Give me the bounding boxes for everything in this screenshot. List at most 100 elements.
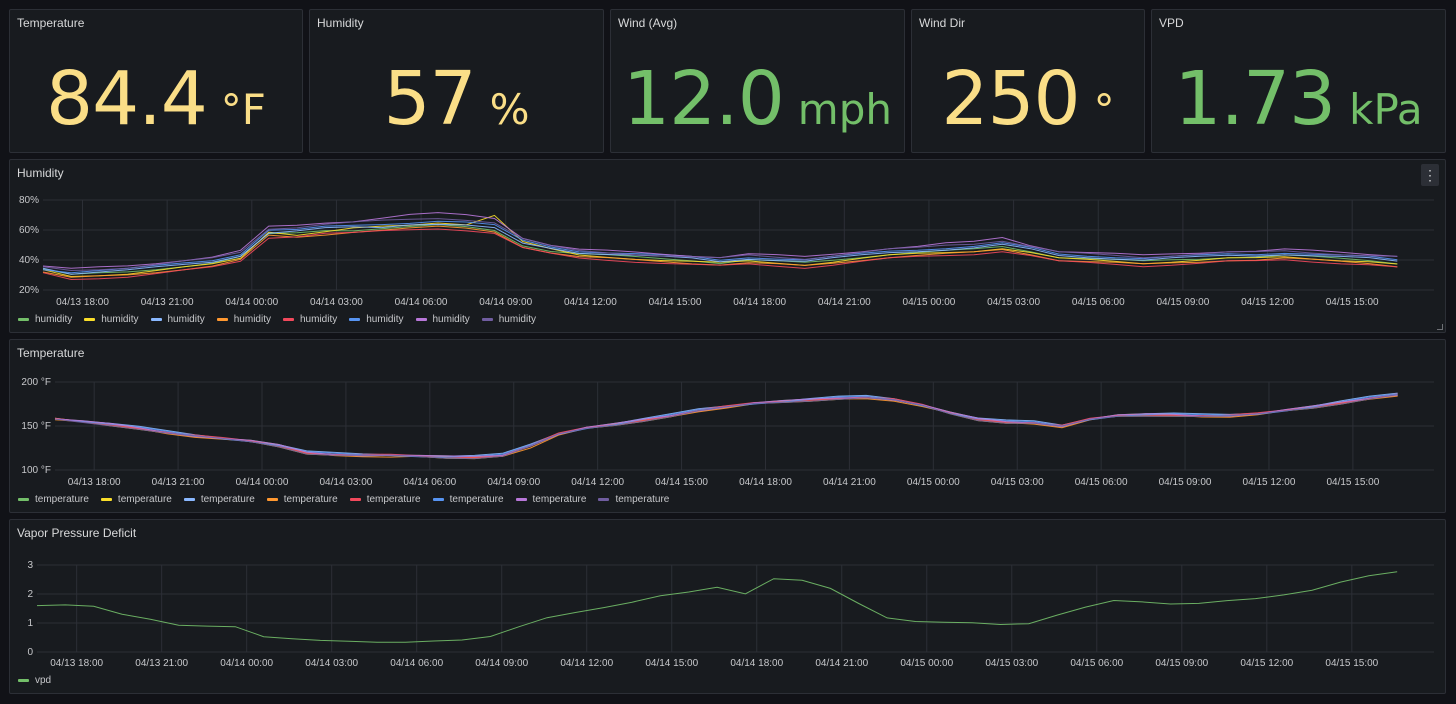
series-line-humidity[interactable] <box>42 223 1398 275</box>
legend-item-temperature[interactable]: temperature <box>266 494 338 505</box>
vpd-legend: vpd <box>18 675 63 686</box>
x-tick-label: 04/13 21:00 <box>152 477 205 488</box>
legend-swatch <box>100 497 112 501</box>
legend-item-temperature[interactable]: temperature <box>18 494 89 505</box>
x-tick-label: 04/14 15:00 <box>655 477 708 488</box>
x-tick-label: 04/15 15:00 <box>1325 658 1378 669</box>
legend-swatch <box>415 317 427 321</box>
legend-item-temperature[interactable]: temperature <box>515 494 587 505</box>
x-tick-label: 04/14 09:00 <box>475 658 528 669</box>
stat-panel-humidity[interactable]: Humidity 57% <box>309 9 604 153</box>
stat-unit: mph <box>797 85 892 134</box>
series-line-temperature[interactable] <box>54 392 1398 457</box>
temperature-legend: temperature temperature temperature tempera… <box>18 494 681 505</box>
legend-swatch <box>183 497 195 501</box>
legend-label: humidity <box>366 314 404 325</box>
legend-swatch <box>283 317 294 321</box>
x-tick-label: 04/14 06:00 <box>395 297 448 308</box>
humidity-legend: humidity humidity humidity humidity humidity… <box>18 314 548 325</box>
stat-panel-wind-dir[interactable]: Wind Dir 250 ° <box>911 9 1145 153</box>
legend-label: humidity <box>233 314 271 325</box>
legend-item-temperature[interactable]: temperature <box>100 494 172 505</box>
x-tick-label: 04/14 09:00 <box>479 297 532 308</box>
legend-item-temperature[interactable]: temperature <box>183 494 255 505</box>
x-tick-label: 04/15 00:00 <box>903 297 956 308</box>
legend-item-humidity[interactable]: humidity <box>216 314 271 325</box>
legend-label: temperature <box>366 494 421 505</box>
legend-item-humidity[interactable]: humidity <box>481 314 536 325</box>
x-tick-label: 04/14 03:00 <box>310 297 363 308</box>
resize-handle[interactable] <box>1437 324 1443 330</box>
y-tick-label: 60% <box>19 225 39 236</box>
x-tick-label: 04/14 18:00 <box>733 297 786 308</box>
legend-label: humidity <box>432 314 470 325</box>
stat-number: 250 <box>941 56 1080 142</box>
legend-label: temperature <box>532 494 587 505</box>
legend-item-humidity[interactable]: humidity <box>150 314 205 325</box>
series-line-temperature[interactable] <box>54 394 1398 460</box>
x-tick-label: 04/14 12:00 <box>564 297 617 308</box>
y-tick-label: 40% <box>19 255 39 266</box>
legend-item-temperature[interactable]: temperature <box>432 494 504 505</box>
timeseries-panel-temperature[interactable]: Temperature 100 °F 150 °F 200 °F 04/13 18:0… <box>9 339 1446 513</box>
legend-item-humidity[interactable]: humidity <box>349 314 404 325</box>
series-line-temperature[interactable] <box>54 395 1398 458</box>
x-tick-label: 04/15 12:00 <box>1243 477 1296 488</box>
vpd-chart[interactable]: 0 1 2 3 04/13 18:00 04/13 21:00 04/14 00:00 04/… <box>10 520 1447 695</box>
legend-item-humidity[interactable]: humidity <box>415 314 470 325</box>
stat-value: 84.4 °F <box>10 56 302 142</box>
legend-label: temperature <box>200 494 255 505</box>
stat-unit: kPa <box>1349 85 1423 134</box>
legend-label: humidity <box>101 314 139 325</box>
legend-swatch <box>515 497 527 501</box>
legend-item-humidity[interactable]: humidity <box>18 314 72 325</box>
x-tick-label: 04/14 00:00 <box>220 658 273 669</box>
x-tick-label: 04/15 09:00 <box>1159 477 1212 488</box>
x-tick-label: 04/15 03:00 <box>987 297 1040 308</box>
x-tick-label: 04/14 15:00 <box>649 297 702 308</box>
legend-item-temperature[interactable]: temperature <box>349 494 421 505</box>
x-tick-label: 04/14 03:00 <box>305 658 358 669</box>
x-tick-label: 04/15 03:00 <box>991 477 1044 488</box>
legend-item-humidity[interactable]: humidity <box>283 314 337 325</box>
x-tick-label: 04/15 09:00 <box>1155 658 1208 669</box>
series-line-humidity[interactable] <box>42 218 1398 272</box>
legend-item-temperature[interactable]: temperature <box>598 494 669 505</box>
series-line-vpd[interactable] <box>36 571 1398 643</box>
stat-panel-temperature[interactable]: Temperature 84.4 °F <box>9 9 303 153</box>
x-tick-label: 04/13 18:00 <box>50 658 103 669</box>
series-line-temperature[interactable] <box>54 394 1398 460</box>
x-tick-label: 04/13 21:00 <box>135 658 188 669</box>
y-tick-label: 0 <box>27 647 33 658</box>
legend-label: temperature <box>35 494 89 505</box>
x-tick-label: 04/15 12:00 <box>1240 658 1293 669</box>
legend-label: humidity <box>498 314 536 325</box>
panel-menu-icon[interactable]: ⋮ <box>1421 164 1439 186</box>
temperature-chart[interactable]: 100 °F 150 °F 200 °F 04/13 18:00 04/13 21:00… <box>10 340 1447 514</box>
legend-item-humidity[interactable]: humidity <box>84 314 139 325</box>
legend-item-vpd[interactable]: vpd <box>18 675 51 686</box>
stat-title: Wind (Avg) <box>618 16 678 30</box>
legend-swatch <box>598 497 610 501</box>
stat-number: 57 <box>383 56 476 142</box>
series-line-humidity[interactable] <box>42 228 1398 281</box>
legend-swatch <box>266 497 278 501</box>
x-tick-label: 04/13 18:00 <box>68 477 121 488</box>
legend-label: temperature <box>283 494 338 505</box>
x-tick-label: 04/15 09:00 <box>1156 297 1209 308</box>
y-tick-label: 100 °F <box>21 465 51 476</box>
y-tick-label: 20% <box>19 285 39 296</box>
legend-label: humidity <box>167 314 205 325</box>
legend-swatch <box>84 317 96 321</box>
stat-panel-wind-avg[interactable]: Wind (Avg) 12.0 mph <box>610 9 905 153</box>
y-tick-label: 2 <box>27 589 33 600</box>
humidity-chart[interactable]: 20% 40% 60% 80% 04/13 18:00 04/13 21:00 04/14 … <box>10 160 1447 334</box>
x-tick-label: 04/14 06:00 <box>390 658 443 669</box>
timeseries-panel-humidity[interactable]: Humidity ⋮ 20% 40% 60% 80% 04/13 18:00 04/13 … <box>9 159 1446 333</box>
panel-title: Humidity <box>17 166 64 180</box>
timeseries-panel-vpd[interactable]: Vapor Pressure Deficit 0 1 2 3 04/13 18:00 04… <box>9 519 1446 694</box>
stat-panel-vpd[interactable]: VPD 1.73 kPa <box>1151 9 1446 153</box>
panel-title: Vapor Pressure Deficit <box>17 526 137 540</box>
x-tick-label: 04/15 00:00 <box>907 477 960 488</box>
legend-label: temperature <box>117 494 172 505</box>
